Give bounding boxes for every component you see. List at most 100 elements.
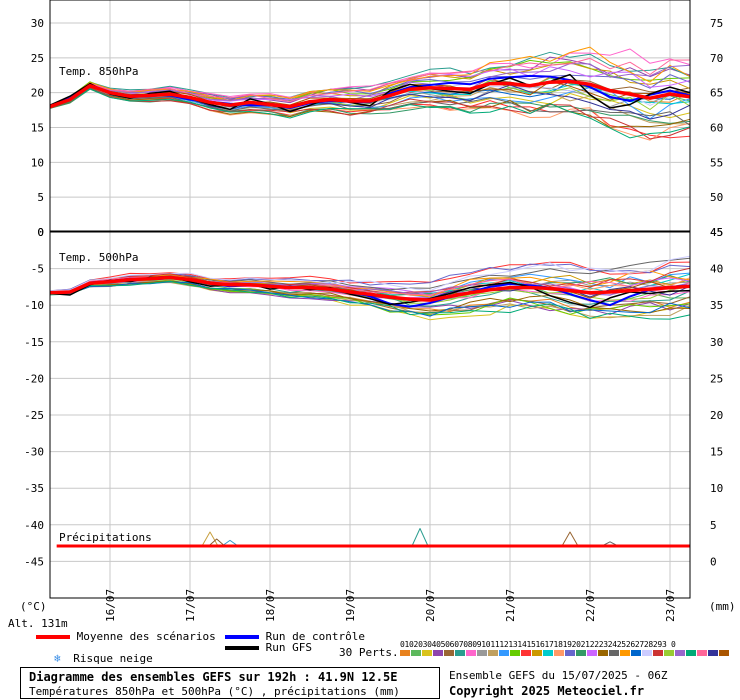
precip-panel-label: Précipitations: [59, 531, 152, 544]
t500-left-tick: -5: [31, 263, 44, 276]
t850-left-tick: 25: [31, 52, 44, 65]
member-swatch: [708, 650, 718, 656]
member-swatch: [543, 650, 553, 656]
member-swatch: [642, 650, 652, 656]
precip-spike: [221, 539, 239, 547]
legend-mean-swatch: [36, 635, 70, 639]
t500-right-tick: 10: [710, 482, 723, 495]
member-swatch: [488, 650, 498, 656]
legend-gfs: Run GFS: [225, 641, 312, 654]
precip-spike: [561, 531, 579, 547]
t850-member-24: [49, 87, 691, 140]
precip-spike: [201, 531, 219, 547]
date-tick-label: 22/07: [584, 589, 597, 622]
t500-left-tick: -30: [24, 446, 44, 459]
t500-right-tick: 30: [710, 336, 723, 349]
t850-left-tick: 5: [37, 191, 44, 204]
legend-control: Run de contrôle: [225, 630, 365, 643]
info-box: Diagramme des ensembles GEFS sur 192h : …: [20, 667, 440, 699]
member-swatch: [598, 650, 608, 656]
member-swatch: [587, 650, 597, 656]
date-tick-label: 23/07: [664, 589, 677, 622]
t500-member-23: [49, 255, 691, 292]
member-swatch: [664, 650, 674, 656]
t500-member-27: [49, 280, 691, 320]
member-swatch: [521, 650, 531, 656]
date-tick-label: 19/07: [344, 589, 357, 622]
snowflake-icon: ❄: [54, 652, 61, 665]
member-swatch: [510, 650, 520, 656]
member-swatch: [697, 650, 707, 656]
t850-panel-label: Temp. 850hPa: [59, 65, 138, 78]
run-info: Ensemble GEFS du 15/07/2025 - 06Z: [449, 669, 668, 682]
legend-control-swatch: [225, 635, 259, 639]
t850-right-tick: 45: [710, 226, 723, 239]
member-swatch: [499, 650, 509, 656]
t500-left-tick: 0: [37, 226, 44, 239]
legend-snow: ❄ Risque neige: [54, 652, 153, 665]
t850-left-tick: 30: [31, 17, 44, 30]
legend-gfs-label: Run GFS: [265, 641, 312, 654]
date-tick-label: 18/07: [264, 589, 277, 622]
t500-left-tick: -15: [24, 336, 44, 349]
t500-left-tick: -35: [24, 482, 44, 495]
t850-right-tick: 70: [710, 52, 723, 65]
t850-member-6: [49, 51, 691, 106]
t850-member-19: [49, 87, 691, 128]
member-swatch: [620, 650, 630, 656]
member-swatch: [686, 650, 696, 656]
t500-member-24: [49, 267, 691, 294]
t500-right-tick: 20: [710, 409, 723, 422]
t500-left-tick: -45: [24, 555, 44, 568]
t850-right-tick: 75: [710, 17, 723, 30]
t500-right-tick: 40: [710, 263, 723, 276]
member-swatch: [565, 650, 575, 656]
t500-left-tick: -20: [24, 372, 44, 385]
legend-mean: Moyenne des scénarios: [36, 630, 216, 643]
t850-left-tick: 10: [31, 156, 44, 169]
t500-right-tick: 0: [710, 555, 717, 568]
t850-left-tick: 20: [31, 87, 44, 100]
t500-right-tick: 45: [710, 226, 723, 239]
precip-spike: [208, 538, 226, 547]
t500-mean-line: [49, 275, 691, 302]
t850-right-tick: 60: [710, 122, 723, 135]
chart-subtitle: Températures 850hPa et 500hPa (°C) , pré…: [29, 685, 400, 698]
t850-right-tick: 65: [710, 87, 723, 100]
member-swatch: [411, 650, 421, 656]
t850-member-26: [49, 63, 691, 107]
t500-member-12: [49, 261, 691, 292]
member-swatch: [455, 650, 465, 656]
member-swatch: [532, 650, 542, 656]
member-color-swatches: [400, 650, 730, 656]
t500-panel-label: Temp. 500hPa: [59, 251, 138, 264]
t500-left-tick: -40: [24, 519, 44, 532]
member-swatch: [631, 650, 641, 656]
main-series: [49, 73, 691, 548]
member-swatch: [609, 650, 619, 656]
right-unit: (mm): [709, 600, 736, 613]
t850-right-tick: 55: [710, 156, 723, 169]
member-swatch: [444, 650, 454, 656]
altitude-label: Alt. 131m: [8, 617, 68, 630]
date-tick-label: 20/07: [424, 589, 437, 622]
member-swatch: [400, 650, 410, 656]
chart-title: Diagramme des ensembles GEFS sur 192h : …: [29, 670, 398, 684]
legend-snow-label: Risque neige: [73, 652, 153, 665]
t850-gfs-line: [49, 73, 691, 113]
t500-member-19: [50, 280, 691, 314]
copyright: Copyright 2025 Meteociel.fr: [449, 684, 645, 698]
t850-member-27: [49, 88, 691, 139]
precip-spike: [411, 528, 429, 547]
member-swatch: [675, 650, 685, 656]
member-swatch: [576, 650, 586, 656]
axis-ticks: 302520151050757065605550450-5-10-15-20-2…: [24, 17, 723, 622]
member-swatch: [554, 650, 564, 656]
left-unit: (°C): [20, 600, 47, 613]
legend-mean-label: Moyenne des scénarios: [76, 630, 216, 643]
t850-right-tick: 50: [710, 191, 723, 204]
t850-member-21: [49, 46, 691, 106]
legend-control-label: Run de contrôle: [265, 630, 365, 643]
date-tick-label: 17/07: [184, 589, 197, 622]
date-tick-label: 16/07: [104, 589, 117, 622]
